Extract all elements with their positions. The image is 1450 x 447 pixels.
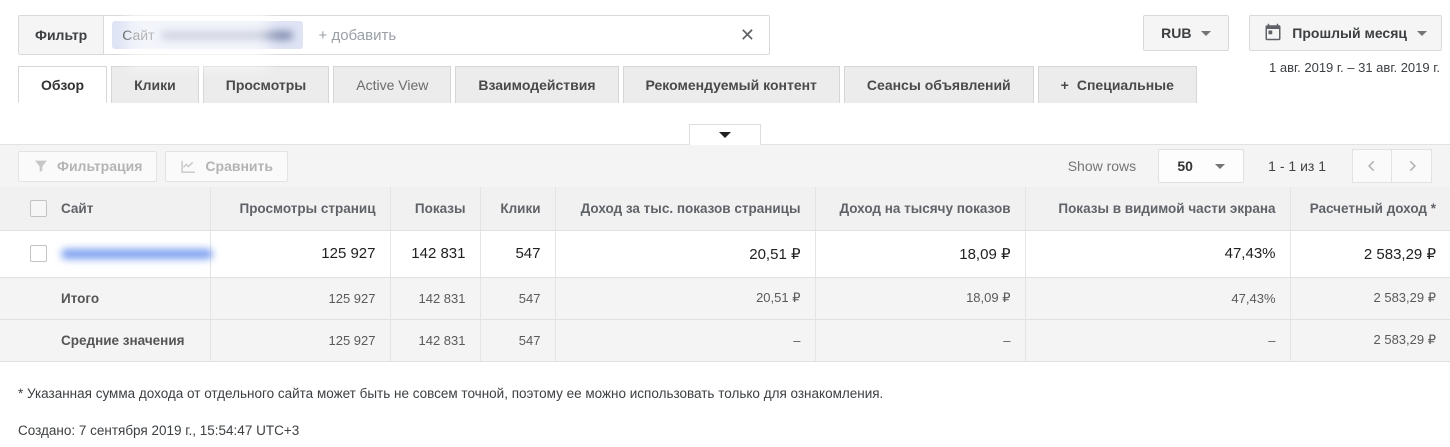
date-range-text: 1 авг. 2019 г. – 31 авг. 2019 г. bbox=[1269, 60, 1440, 75]
add-filter-placeholder[interactable]: + добавить bbox=[318, 26, 397, 44]
tab-clicks[interactable]: Клики bbox=[111, 66, 199, 103]
average-row-label: Средние значения bbox=[55, 319, 210, 362]
top-bar: Фильтр Сайт + добавить ✕ RUB Прошлый мес… bbox=[0, 0, 1450, 75]
total-page-views: 125 927 bbox=[209, 277, 390, 320]
avg-page-views: 125 927 bbox=[209, 319, 390, 362]
report-created-timestamp: Создано: 7 сентября 2019 г., 15:54:47 UT… bbox=[18, 422, 300, 438]
total-clicks: 547 bbox=[479, 277, 555, 320]
cell-estimated-revenue: 2 583,29 ₽ bbox=[1289, 230, 1450, 278]
column-header-viewability[interactable]: Показы в видимой части экрана bbox=[1024, 187, 1290, 231]
column-header-page-rpm[interactable]: Доход за тыс. показов страницы bbox=[554, 187, 815, 231]
select-all-checkbox[interactable] bbox=[30, 199, 47, 217]
plus-icon: + bbox=[1060, 77, 1069, 93]
report-table-area: Фильтрация Сравнить Show rows 50 1 - 1 и… bbox=[0, 124, 1450, 362]
total-viewability: 47,43% bbox=[1024, 277, 1290, 320]
avg-page-rpm: – bbox=[554, 319, 815, 362]
avg-estimated-revenue: 2 583,29 ₽ bbox=[1289, 319, 1450, 362]
revenue-disclaimer-footnote: * Указанная сумма дохода от отдельного с… bbox=[18, 385, 884, 401]
tab-overview[interactable]: Обзор bbox=[18, 66, 108, 103]
tab-interactions[interactable]: Взаимодействия bbox=[455, 66, 619, 103]
cell-clicks: 547 bbox=[479, 230, 555, 278]
chart-compare-icon bbox=[181, 160, 196, 173]
chevron-right-icon bbox=[1409, 160, 1416, 172]
tab-custom[interactable]: + Специальные bbox=[1037, 66, 1197, 103]
top-right-controls: RUB Прошлый месяц 1 авг. 2019 г. – 31 ав… bbox=[1143, 15, 1442, 75]
show-rows-label: Show rows bbox=[1067, 158, 1137, 174]
avg-impression-rpm: – bbox=[814, 319, 1025, 362]
site-link-cell[interactable] bbox=[55, 230, 213, 278]
row-checkbox[interactable] bbox=[30, 245, 47, 262]
compare-button[interactable]: Сравнить bbox=[165, 150, 288, 182]
cell-viewability: 47,43% bbox=[1024, 230, 1290, 278]
report-tabs: Обзор Клики Просмотры Active View Взаимо… bbox=[0, 66, 1450, 103]
cell-impressions: 142 831 bbox=[389, 230, 480, 278]
row-range-label: 1 - 1 из 1 bbox=[1268, 158, 1326, 174]
average-row: Средние значения 125 927 142 831 547 – –… bbox=[0, 319, 1450, 362]
column-header-site[interactable]: Сайт bbox=[55, 187, 210, 231]
chevron-down-icon bbox=[1201, 30, 1212, 36]
table-toolbar: Фильтрация Сравнить Show rows 50 1 - 1 и… bbox=[0, 144, 1450, 187]
header-row: Сайт Просмотры страниц Показы Клики Дохо… bbox=[0, 187, 1450, 231]
pagination-controls: Show rows 50 1 - 1 из 1 bbox=[1068, 149, 1432, 183]
tab-active-view[interactable]: Active View bbox=[333, 66, 452, 103]
tab-recommended-content[interactable]: Рекомендуемый контент bbox=[622, 66, 840, 103]
chevron-down-icon bbox=[719, 132, 731, 138]
blurred-site-link bbox=[61, 248, 213, 259]
chevron-down-icon bbox=[1417, 30, 1427, 36]
column-header-impression-rpm[interactable]: Доход на тысячу показов bbox=[814, 187, 1025, 231]
filter-label: Фильтр bbox=[19, 16, 105, 54]
period-label: Прошлый месяц bbox=[1292, 25, 1407, 41]
total-impressions: 142 831 bbox=[389, 277, 480, 320]
chevron-down-icon bbox=[1214, 163, 1225, 169]
total-page-rpm: 20,51 ₽ bbox=[554, 277, 815, 320]
chevron-left-icon bbox=[1368, 160, 1375, 172]
tab-ad-sessions[interactable]: Сеансы объявлений bbox=[843, 66, 1034, 103]
total-estimated-revenue: 2 583,29 ₽ bbox=[1289, 277, 1450, 320]
column-header-clicks[interactable]: Клики bbox=[479, 187, 555, 231]
collapse-panel-button[interactable] bbox=[689, 124, 761, 145]
total-row: Итого 125 927 142 831 547 20,51 ₽ 18,09 … bbox=[0, 277, 1450, 320]
filter-box: Фильтр Сайт + добавить ✕ bbox=[18, 2, 770, 68]
column-header-page-views[interactable]: Просмотры страниц bbox=[209, 187, 390, 231]
next-page-button[interactable] bbox=[1392, 149, 1432, 183]
close-icon[interactable]: ✕ bbox=[739, 25, 755, 45]
blurred-site-value bbox=[160, 30, 293, 40]
column-header-impressions[interactable]: Показы bbox=[389, 187, 480, 231]
sites-report-table: Сайт Просмотры страниц Показы Клики Дохо… bbox=[0, 187, 1450, 362]
funnel-icon bbox=[35, 160, 47, 172]
calendar-icon bbox=[1264, 23, 1282, 44]
tab-views[interactable]: Просмотры bbox=[202, 66, 330, 103]
avg-impressions: 142 831 bbox=[389, 319, 480, 362]
avg-viewability: – bbox=[1024, 319, 1290, 362]
avg-clicks: 547 bbox=[479, 319, 555, 362]
date-range-dropdown[interactable]: Прошлый месяц bbox=[1249, 15, 1442, 51]
previous-page-button[interactable] bbox=[1352, 149, 1392, 183]
cell-page-rpm: 20,51 ₽ bbox=[554, 230, 815, 278]
total-row-label: Итого bbox=[55, 277, 210, 320]
currency-label: RUB bbox=[1161, 25, 1192, 41]
rows-per-page-dropdown[interactable]: 50 bbox=[1158, 149, 1245, 183]
cell-page-views: 125 927 bbox=[209, 230, 390, 278]
column-header-estimated-revenue[interactable]: Расчетный доход * bbox=[1289, 187, 1450, 231]
chip-prefix-label: Сайт bbox=[122, 27, 155, 43]
total-impression-rpm: 18,09 ₽ bbox=[814, 277, 1025, 320]
cell-impression-rpm: 18,09 ₽ bbox=[814, 230, 1025, 278]
currency-dropdown[interactable]: RUB bbox=[1143, 15, 1230, 51]
filtration-button[interactable]: Фильтрация bbox=[18, 150, 158, 182]
table-row: 125 927 142 831 547 20,51 ₽ 18,09 ₽ 47,4… bbox=[0, 230, 1450, 278]
site-filter-chip[interactable]: Сайт bbox=[112, 21, 303, 49]
